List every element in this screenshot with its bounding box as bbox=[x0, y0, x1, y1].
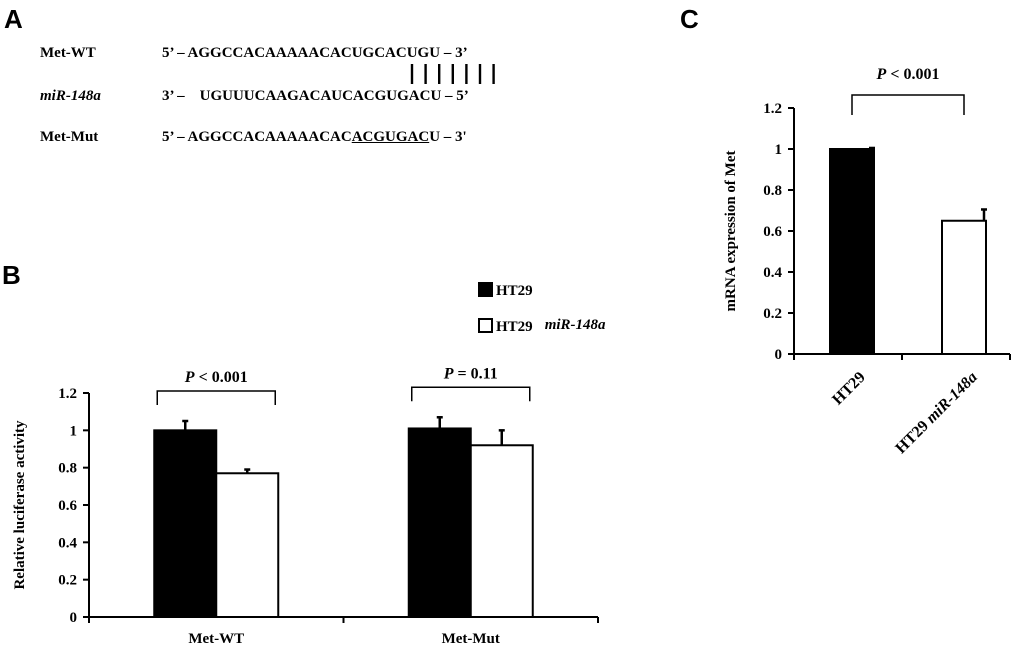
x-tick-label: Met-WT bbox=[188, 631, 244, 647]
y-tick-label: 0.4 bbox=[58, 535, 77, 551]
sequence-prefix: 3’ – UGUUUCAAGACAUCA bbox=[162, 88, 364, 104]
bar bbox=[215, 472, 280, 618]
legend-name: HT29 bbox=[496, 283, 533, 299]
sequence-suffix: U – 3' bbox=[429, 129, 467, 145]
x-tick-label: Met-Mut bbox=[442, 631, 500, 647]
sequence-site: ACGUGAC bbox=[351, 129, 430, 145]
p-symbol: P bbox=[184, 369, 195, 386]
legend-name: HT29 bbox=[496, 319, 533, 335]
significance-bracket bbox=[156, 390, 276, 405]
sequence-site: CGUGACU bbox=[363, 88, 442, 104]
bar bbox=[829, 148, 875, 355]
p-value: = 0.11 bbox=[454, 365, 498, 382]
significance-bracket bbox=[411, 386, 531, 402]
x-tick-label: HT29 miR-148a bbox=[892, 369, 980, 457]
y-tick-label: 0.2 bbox=[763, 306, 782, 322]
sequence-prefix: 5’ – AGGCCACAAAAACAC bbox=[162, 45, 352, 61]
sequence-text: 5’ – AGGCCACAAAAACACACGUGACU – 3' bbox=[162, 130, 467, 145]
y-axis-label: mRNA expression of Met bbox=[723, 151, 739, 312]
category-main: HT29 bbox=[829, 369, 869, 409]
y-tick-label: 0.6 bbox=[58, 498, 77, 514]
y-tick-label: 1.2 bbox=[763, 101, 782, 117]
y-tick-label: 1.2 bbox=[58, 386, 77, 402]
sequence-name: Met-WT bbox=[40, 45, 96, 61]
bar bbox=[941, 219, 987, 355]
significance-bracket bbox=[851, 94, 965, 115]
y-tick-label: 1 bbox=[775, 142, 783, 158]
sequence-name: miR-148a bbox=[40, 88, 101, 104]
panel-a-label: A bbox=[4, 4, 23, 34]
legend-swatch bbox=[478, 282, 493, 297]
sequence-text: 5’ – AGGCCACAAAAACACUGCACUGU – 3’ bbox=[162, 46, 468, 61]
p-symbol: P bbox=[876, 66, 887, 83]
sequence-suffix: – 3’ bbox=[440, 45, 468, 61]
sequence-prefix: 5’ – AGGCCACAAAAACAC bbox=[162, 129, 352, 145]
y-tick-label: 1 bbox=[70, 423, 78, 439]
panel-b-label: B bbox=[2, 260, 21, 290]
x-tick-label: HT29 bbox=[829, 369, 869, 409]
legend-swatch bbox=[478, 318, 493, 333]
panel-c-label: C bbox=[680, 4, 699, 34]
y-axis-label: Relative luciferase activity bbox=[12, 420, 28, 590]
legend-name-suffix: miR-148a bbox=[545, 317, 606, 333]
y-tick-label: 0.2 bbox=[58, 573, 77, 589]
y-tick-label: 0 bbox=[70, 610, 78, 626]
p-value-label: P = 0.11 bbox=[443, 365, 498, 382]
p-value-label: P < 0.001 bbox=[184, 369, 248, 386]
legend-label: HT29 bbox=[496, 283, 533, 299]
category-italic: miR-148a bbox=[923, 369, 981, 427]
p-symbol: P bbox=[443, 365, 454, 382]
legend-label: HT29 miR-148a bbox=[496, 317, 606, 335]
p-value: < 0.001 bbox=[195, 369, 248, 386]
y-tick-label: 0.8 bbox=[763, 183, 782, 199]
p-value-label: P < 0.001 bbox=[876, 66, 940, 83]
sequence-site: UGCACUGU bbox=[351, 45, 441, 61]
y-tick-label: 0 bbox=[775, 347, 783, 363]
sequence-text: 3’ – UGUUUCAAGACAUCACGUGACU – 5’ bbox=[162, 89, 469, 104]
base-pair-ticks bbox=[410, 64, 495, 84]
y-tick-label: 0.4 bbox=[763, 265, 782, 281]
bar bbox=[469, 444, 534, 618]
sequence-suffix: – 5’ bbox=[441, 88, 469, 104]
bar bbox=[407, 427, 472, 619]
y-tick-label: 0.8 bbox=[58, 461, 77, 477]
y-tick-label: 0.6 bbox=[763, 224, 782, 240]
sequence-name: Met-Mut bbox=[40, 129, 99, 145]
bar bbox=[153, 429, 218, 619]
p-value: < 0.001 bbox=[886, 66, 939, 83]
